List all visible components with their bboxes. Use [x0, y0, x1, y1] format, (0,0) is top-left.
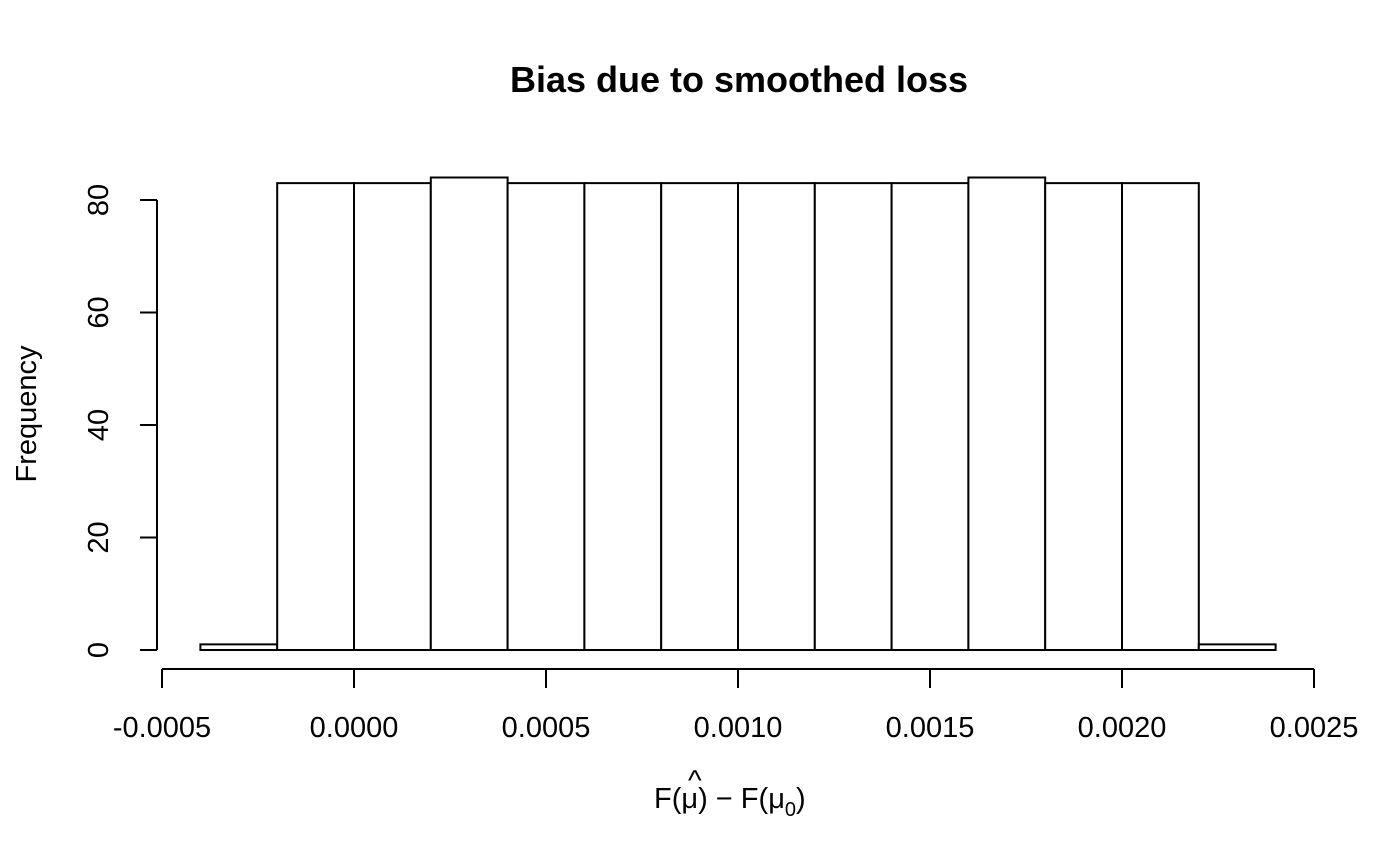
x-label-part: F( — [654, 783, 682, 815]
y-axis-ticks: 0 20 40 60 80 — [83, 184, 157, 658]
x-tick-label: -0.0005 — [113, 712, 211, 744]
x-axis-label: F(μ) − F(μ0) ^ — [654, 765, 806, 821]
x-label-subscript: 0 — [785, 799, 796, 821]
x-label-part: ) − F( — [698, 783, 768, 815]
histogram-bar — [967, 176, 1047, 651]
histogram-bar — [506, 182, 586, 651]
y-tick-label: 0 — [83, 642, 115, 658]
histogram-bars — [199, 176, 1277, 651]
y-tick-label: 20 — [83, 521, 115, 553]
histogram-bar — [276, 182, 356, 651]
histogram-bar — [1197, 643, 1277, 651]
y-tick-label: 60 — [83, 296, 115, 328]
x-label-mu-hat: μ — [681, 783, 698, 815]
x-tick-label: 0.0025 — [1270, 712, 1359, 744]
x-tick-label: 0.0015 — [886, 712, 975, 744]
histogram-bar — [660, 182, 740, 651]
y-axis-label: Frequency — [11, 345, 43, 483]
histogram-bar — [353, 182, 432, 651]
histogram-bar — [199, 643, 279, 651]
histogram-bar — [813, 182, 893, 651]
x-label-part: ) — [796, 783, 806, 815]
svg-text:F(μ) − F(μ0): F(μ) − F(μ0) — [654, 783, 806, 821]
histogram-bar — [890, 182, 970, 651]
x-tick-label: 0.0010 — [694, 712, 783, 744]
histogram-bar — [737, 182, 816, 651]
x-axis-ticks: -0.0005 0.0000 0.0005 0.0010 0.0015 0.0020 0.0… — [113, 669, 1359, 744]
chart-title: Bias due to smoothed loss — [510, 59, 968, 100]
histogram-bar — [429, 176, 509, 651]
x-tick-label: 0.0000 — [310, 712, 399, 744]
x-tick-label: 0.0020 — [1078, 712, 1167, 744]
histogram-bar — [583, 182, 663, 651]
x-label-mu-zero: μ — [768, 783, 785, 815]
histogram-bar — [1044, 182, 1123, 651]
x-tick-label: 0.0005 — [502, 712, 591, 744]
y-tick-label: 80 — [83, 184, 115, 216]
y-tick-label: 40 — [83, 409, 115, 441]
x-label-hat: ^ — [688, 765, 702, 797]
histogram-bar — [1121, 182, 1200, 651]
